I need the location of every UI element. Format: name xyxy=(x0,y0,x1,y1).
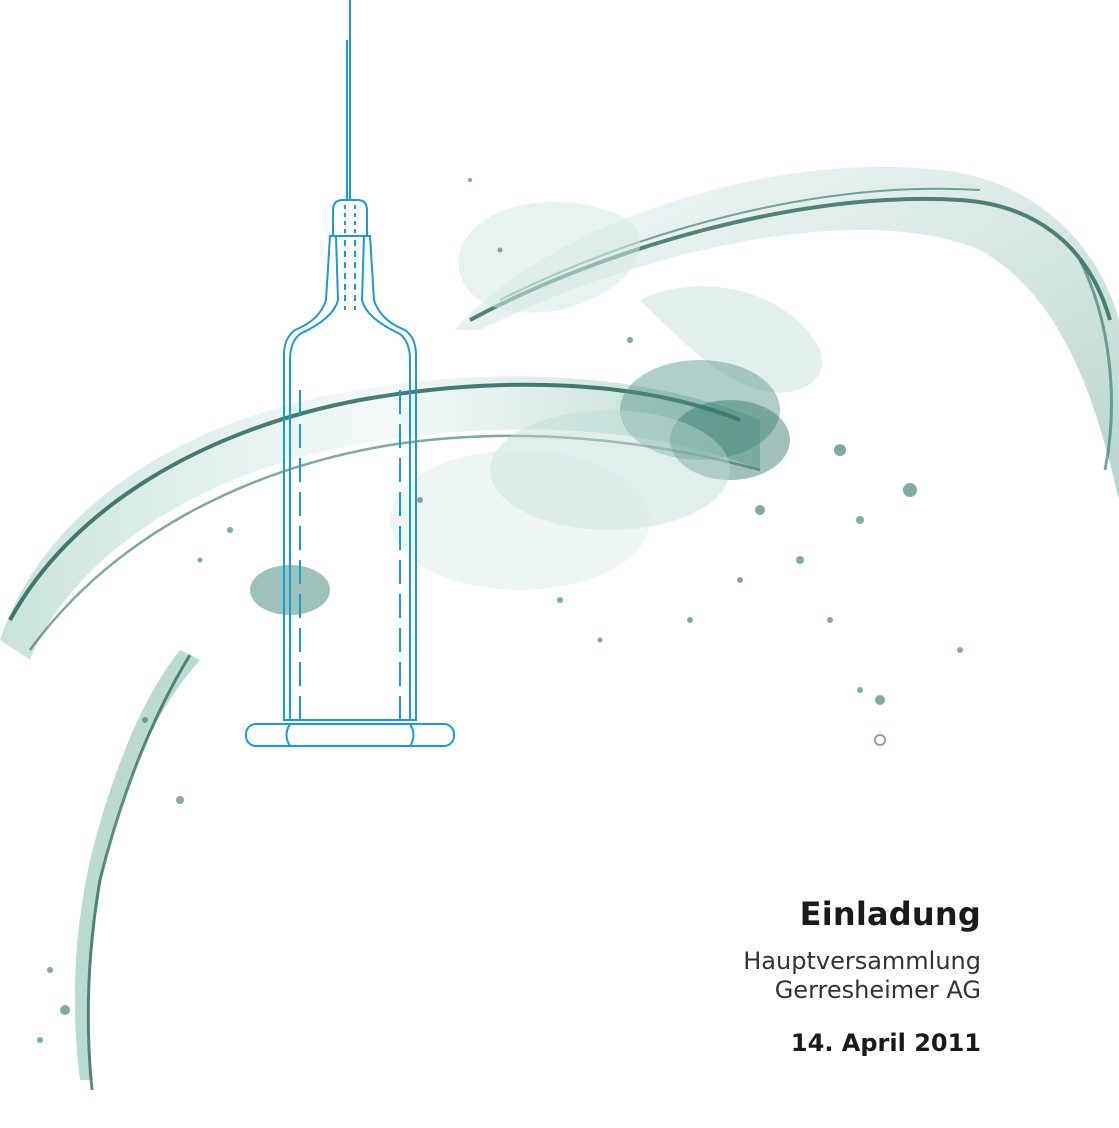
splash-arc-lower xyxy=(0,376,760,660)
cover-title: Einladung xyxy=(799,895,981,933)
event-name: Hauptversammlung xyxy=(743,947,981,975)
water-splash xyxy=(0,166,1119,1091)
cover-text: Einladung Hauptversammlung Gerresheimer … xyxy=(743,895,981,1057)
syringe-icon xyxy=(245,0,455,747)
event-date: 14. April 2011 xyxy=(790,1029,981,1057)
splash-bubble xyxy=(458,201,640,313)
company-name: Gerresheimer AG xyxy=(774,976,981,1004)
splash-stream xyxy=(74,650,200,1080)
